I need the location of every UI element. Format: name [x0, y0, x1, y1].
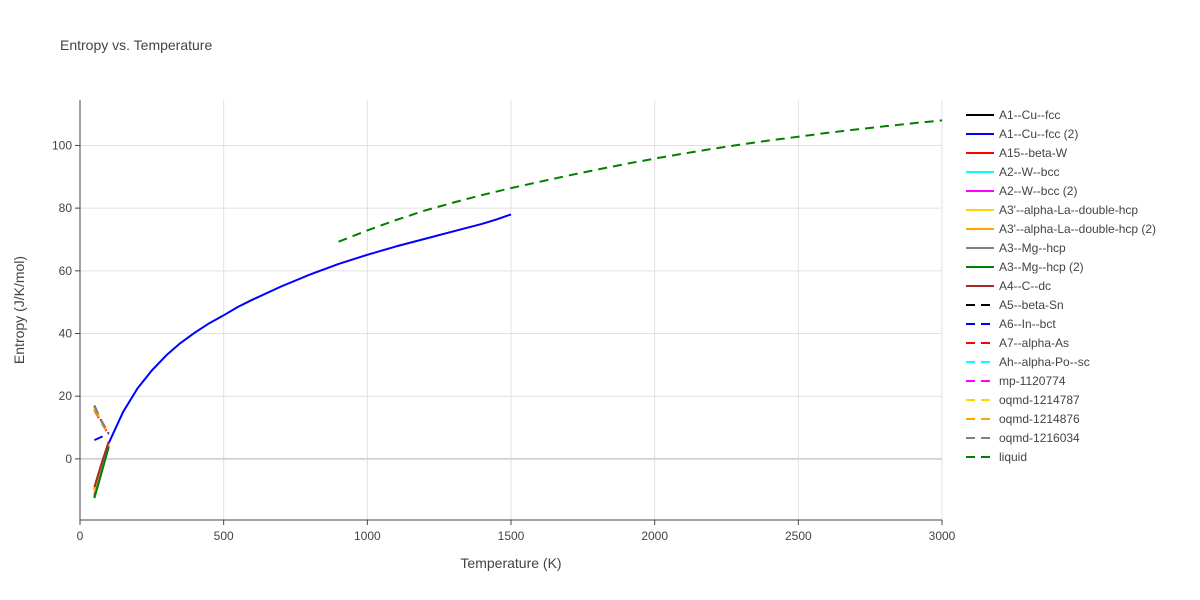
x-tick-label: 500: [214, 529, 234, 543]
legend-label: A7--alpha-As: [999, 336, 1069, 350]
series-line: [107, 213, 512, 444]
legend-label: oqmd-1214876: [999, 412, 1080, 426]
series-line: [93, 441, 110, 488]
y-tick-label: 100: [52, 138, 72, 152]
legend-label: A4--C--dc: [999, 279, 1051, 293]
axes: 0 500 1000 1500 2000 2500 3000 0 20 40 60 80 100: [52, 100, 956, 543]
legend-label: A3--Mg--hcp (2): [999, 260, 1084, 274]
legend-label: A3'--alpha-La--double-hcp (2): [999, 222, 1156, 236]
series-line: [93, 408, 110, 435]
series-line: [93, 405, 110, 434]
legend-label: oqmd-1214787: [999, 393, 1080, 407]
series-line: [93, 432, 110, 442]
legend-label: A3--Mg--hcp: [999, 241, 1066, 255]
legend: A1--Cu--fcc A1--Cu--fcc (2) A15--beta-W A2-…: [966, 108, 1156, 464]
legend-label: oqmd-1216034: [999, 431, 1080, 445]
legend-label: A5--beta-Sn: [999, 298, 1064, 312]
legend-label: A15--beta-W: [999, 146, 1068, 160]
x-axis-title: Temperature (K): [460, 555, 561, 571]
legend-label: liquid: [999, 450, 1027, 464]
x-tick-label: 0: [77, 529, 84, 543]
legend-label: A1--Cu--fcc (2): [999, 127, 1078, 141]
legend-label: mp-1120774: [999, 374, 1066, 388]
x-tick-label: 3000: [929, 529, 956, 543]
legend-label: A2--W--bcc: [999, 165, 1059, 179]
y-tick-label: 40: [59, 327, 73, 341]
legend-label: Ah--alpha-Po--sc: [999, 355, 1090, 369]
series-line: [93, 446, 110, 499]
y-tick-label: 0: [65, 452, 72, 466]
y-tick-label: 60: [59, 264, 73, 278]
legend-label: A6--In--bct: [999, 317, 1056, 331]
legend-label: A3'--alpha-La--double-hcp: [999, 203, 1138, 217]
y-tick-label: 80: [59, 201, 73, 215]
plot-area: [93, 119, 943, 499]
y-tick-label: 20: [59, 389, 73, 403]
x-tick-label: 2500: [785, 529, 812, 543]
y-axis-title: Entropy (J/K/mol): [11, 256, 27, 364]
x-tick-label: 1000: [354, 529, 381, 543]
x-tick-label: 2000: [641, 529, 668, 543]
legend-label: A1--Cu--fcc: [999, 108, 1060, 122]
series-line: [338, 119, 943, 243]
x-tick-label: 1500: [498, 529, 525, 543]
grid-lines: [80, 100, 943, 520]
chart-title: Entropy vs. Temperature: [60, 37, 212, 53]
legend-label: A2--W--bcc (2): [999, 184, 1077, 198]
